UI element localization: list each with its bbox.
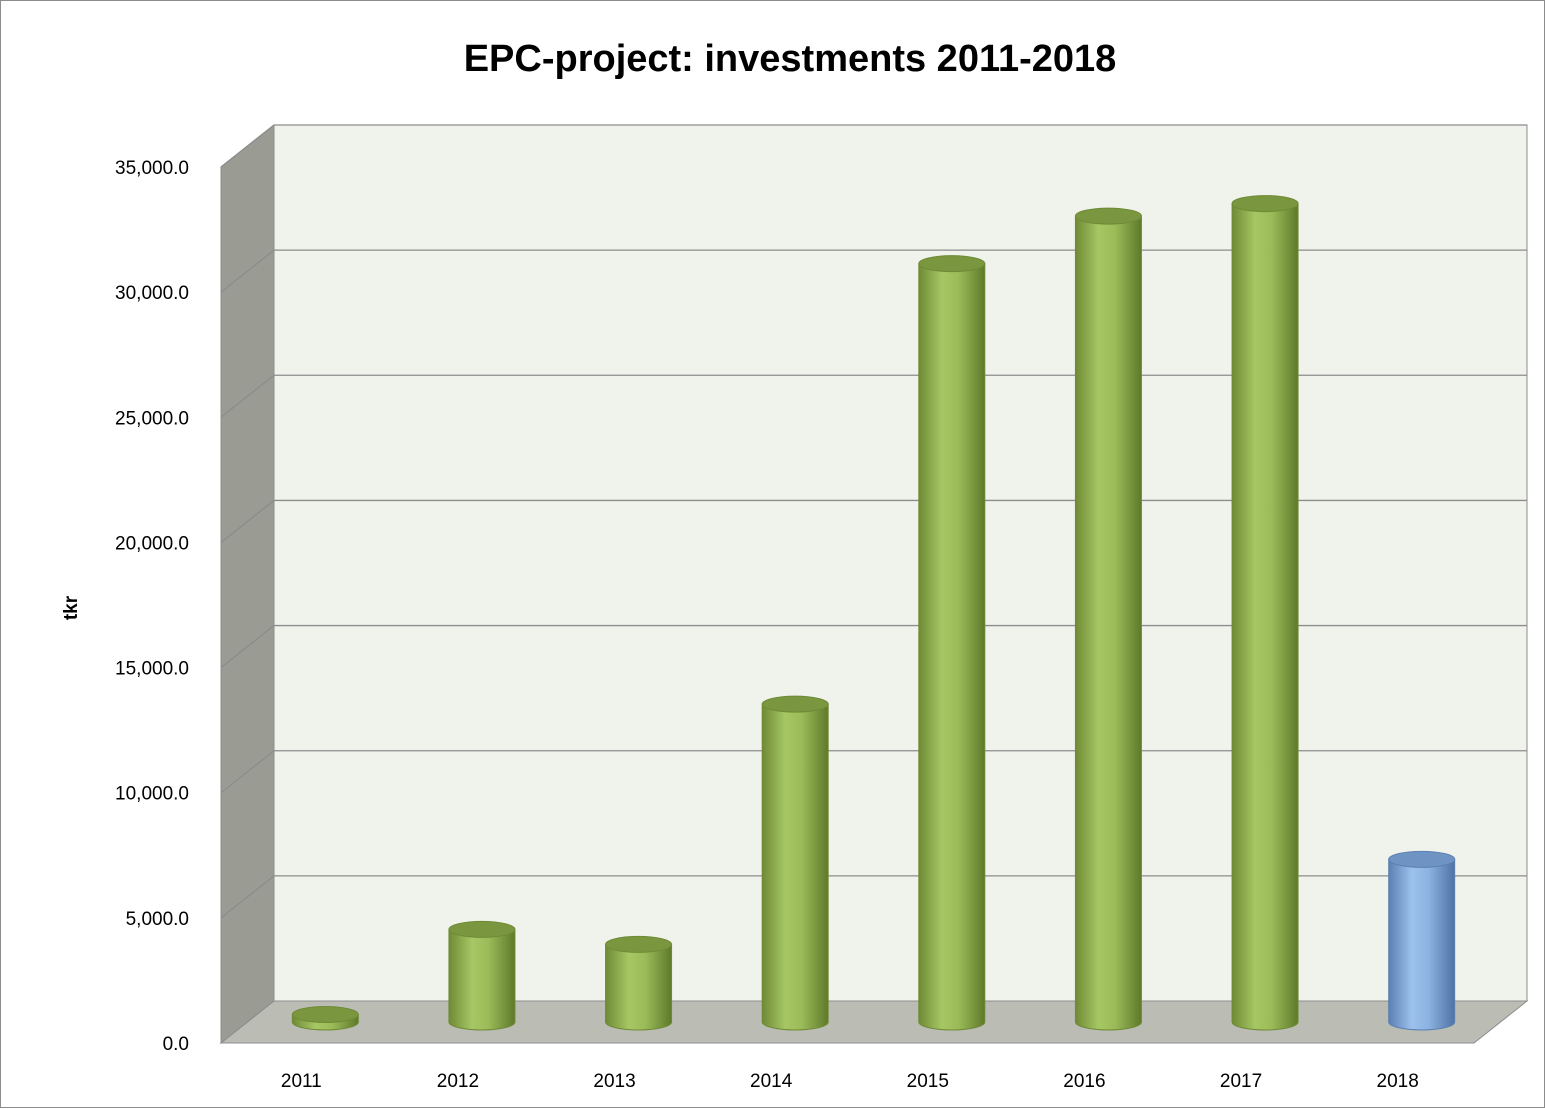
bar-top — [605, 935, 673, 953]
bars — [291, 195, 1456, 1031]
x-tick-label: 2018 — [1377, 1071, 1419, 1092]
bar-body — [605, 943, 673, 1031]
gridlines — [220, 124, 1527, 919]
bar-2016 — [1074, 207, 1142, 1031]
gridline-side — [220, 374, 275, 418]
x-tick-label: 2013 — [593, 1071, 635, 1092]
bar-2013 — [605, 935, 673, 1031]
gridline-side — [220, 124, 275, 168]
bar-top — [448, 920, 516, 938]
bar-body — [448, 928, 516, 1031]
y-tick-label: 25,000.0 — [115, 408, 189, 429]
gridline-side — [220, 499, 275, 543]
y-tick-label: 15,000.0 — [115, 659, 189, 680]
bar-top — [1231, 195, 1299, 213]
bar-2011 — [291, 1005, 359, 1031]
x-tick-label: 2015 — [907, 1071, 949, 1092]
x-tick-label: 2017 — [1220, 1071, 1262, 1092]
gridline-side — [220, 625, 275, 669]
y-tick-label: 35,000.0 — [115, 158, 189, 179]
gridline-side — [220, 750, 275, 794]
x-tick-label: 2012 — [437, 1071, 479, 1092]
gridline-side — [220, 249, 275, 293]
y-tick-label: 5,000.0 — [126, 909, 189, 930]
bar-2014 — [761, 695, 829, 1031]
bar-body — [1388, 858, 1456, 1031]
side-wall — [220, 123, 275, 1045]
bar-top — [1388, 850, 1456, 868]
chart-walls — [219, 123, 1529, 1045]
bar-2017 — [1231, 195, 1299, 1031]
bar-body — [1231, 203, 1299, 1031]
bar-top — [918, 255, 986, 273]
bar-body — [761, 703, 829, 1031]
bar-top — [291, 1005, 359, 1023]
y-axis-title: tkr — [61, 595, 82, 620]
x-axis-ticks: 2011 2012 2013 2014 2015 2016 2017 2018 — [281, 1071, 1419, 1092]
bar-top — [761, 695, 829, 713]
bar-top — [1074, 207, 1142, 225]
y-tick-label: 30,000.0 — [115, 283, 189, 304]
x-tick-label: 2016 — [1063, 1071, 1105, 1092]
x-tick-label: 2014 — [750, 1071, 793, 1092]
back-wall — [273, 124, 1528, 1002]
bar-body — [918, 263, 986, 1031]
chart-title: EPC-project: investments 2011-2018 — [464, 38, 1117, 80]
bar-2015 — [918, 255, 986, 1031]
bar-2018 — [1388, 850, 1456, 1031]
y-axis-ticks: 0.0 5,000.0 10,000.0 15,000.0 20,000.0 25,000… — [115, 158, 189, 1055]
y-tick-label: 20,000.0 — [115, 533, 189, 554]
gridline-side — [220, 875, 275, 919]
y-tick-label: 0.0 — [163, 1034, 189, 1055]
y-tick-label: 10,000.0 — [115, 784, 189, 805]
bar-2012 — [448, 920, 516, 1031]
x-tick-label: 2011 — [281, 1071, 322, 1092]
bar-body — [1074, 215, 1142, 1031]
floor — [219, 1000, 1529, 1044]
